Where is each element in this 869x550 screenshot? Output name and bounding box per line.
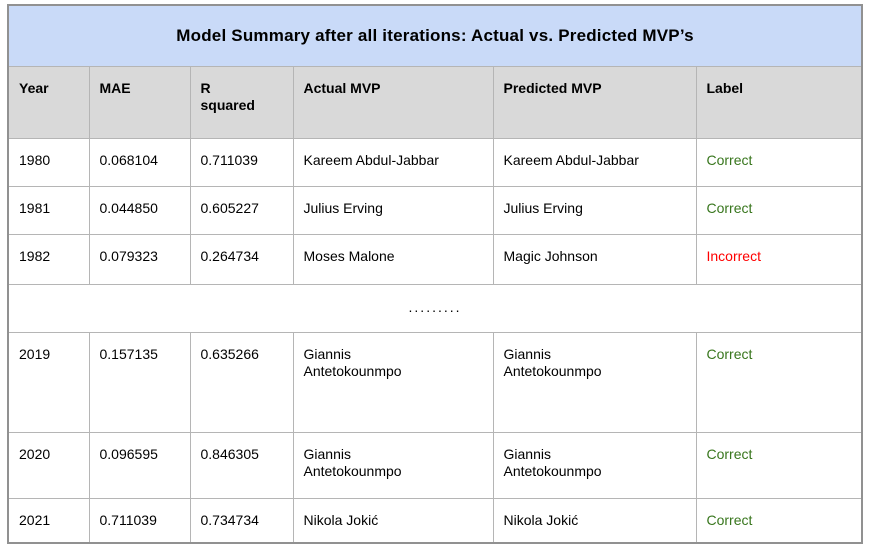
cell-label: Correct [695,185,863,235]
cell-r-squared: 0.734734 [189,497,294,544]
cell-year: 1981 [7,185,90,235]
cell-mae: 0.711039 [88,497,191,544]
cell-predicted-mvp: Kareem Abdul-Jabbar [492,137,697,187]
cell-actual-mvp: Giannis Antetokounmpo [292,431,494,499]
cell-mae: 0.044850 [88,185,191,235]
column-header-r-squared: R squared [189,65,294,139]
ellipsis-row: ......... [7,283,863,333]
table-row: 2021 0.711039 0.734734 Nikola Jokić Nikola J… [7,497,863,544]
column-header-label: Label [695,65,863,139]
cell-label: Correct [695,331,863,433]
cell-actual-mvp: Moses Malone [292,233,494,285]
column-header-year: Year [7,65,90,139]
cell-mae: 0.068104 [88,137,191,187]
cell-predicted-mvp: Magic Johnson [492,233,697,285]
cell-mae: 0.079323 [88,233,191,285]
table-body: 1980 0.068104 0.711039 Kareem Abdul-Jabbar K… [7,137,863,544]
cell-r-squared: 0.846305 [189,431,294,499]
header-row: Year MAE R squared Actual MVP Predicted … [7,65,863,139]
cell-predicted-mvp: Nikola Jokić [492,497,697,544]
cell-predicted-mvp: Giannis Antetokounmpo [492,331,697,433]
cell-label: Correct [695,137,863,187]
table-row: 1981 0.044850 0.605227 Julius Erving Julius … [7,185,863,235]
cell-r-squared: 0.264734 [189,233,294,285]
cell-r-squared: 0.605227 [189,185,294,235]
column-header-actual-mvp: Actual MVP [292,65,494,139]
cell-r-squared: 0.635266 [189,331,294,433]
table-row: 2020 0.096595 0.846305 Giannis Antetokounmp… [7,431,863,499]
cell-r-squared: 0.711039 [189,137,294,187]
cell-year: 2020 [7,431,90,499]
cell-year: 1980 [7,137,90,187]
cell-actual-mvp: Julius Erving [292,185,494,235]
ellipsis-cell: ......... [7,283,863,333]
cell-year: 1982 [7,233,90,285]
column-header-predicted-mvp: Predicted MVP [492,65,697,139]
table-title: Model Summary after all iterations: Actu… [7,4,863,67]
cell-year: 2019 [7,331,90,433]
cell-predicted-mvp: Julius Erving [492,185,697,235]
cell-actual-mvp: Giannis Antetokounmpo [292,331,494,433]
table-row: 2019 0.157135 0.635266 Giannis Antetokounmp… [7,331,863,433]
column-header-mae: MAE [88,65,191,139]
mvp-summary-table: Model Summary after all iterations: Actu… [7,4,864,544]
table-row: 1982 0.079323 0.264734 Moses Malone Magic Jo… [7,233,863,285]
cell-mae: 0.096595 [88,431,191,499]
cell-actual-mvp: Kareem Abdul-Jabbar [292,137,494,187]
title-row: Model Summary after all iterations: Actu… [7,4,863,67]
cell-actual-mvp: Nikola Jokić [292,497,494,544]
cell-label: Incorrect [695,233,863,285]
cell-year: 2021 [7,497,90,544]
table-row: 1980 0.068104 0.711039 Kareem Abdul-Jabbar K… [7,137,863,187]
cell-predicted-mvp: Giannis Antetokounmpo [492,431,697,499]
cell-label: Correct [695,431,863,499]
cell-label: Correct [695,497,863,544]
cell-mae: 0.157135 [88,331,191,433]
